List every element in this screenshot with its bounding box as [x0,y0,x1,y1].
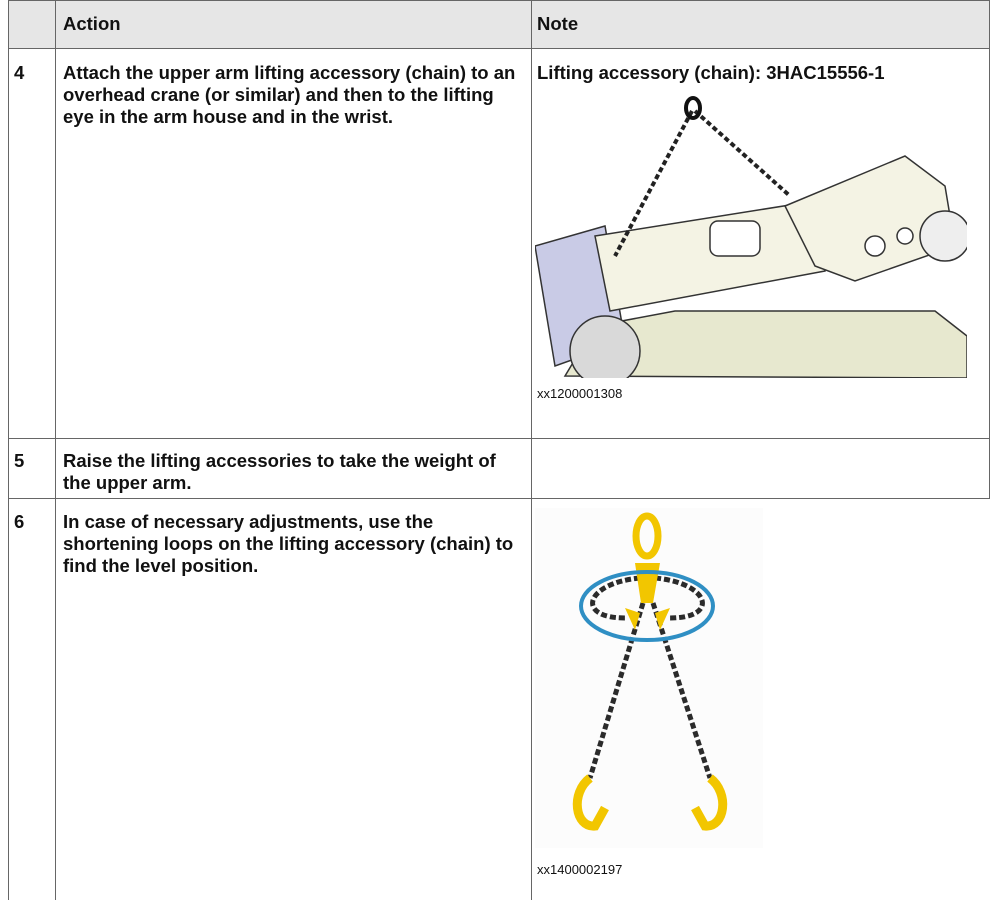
rule [8,0,9,900]
step-number: 4 [14,62,25,83]
figure-id: xx1400002197 [537,862,623,877]
action-text: Attach the upper arm lifting accessory (… [63,62,516,127]
chain-sling-photo [535,508,763,848]
rule [989,0,990,499]
rule [8,48,990,49]
rule [8,438,990,439]
note-text: Lifting accessory (chain): 3HAC15556-1 [537,62,885,83]
action-text: Raise the lifting accessories to take th… [63,450,496,493]
action-text: In case of necessary adjustments, use th… [63,511,514,576]
robot-arm-illustration [535,96,967,378]
header-background [8,0,990,48]
rule [531,0,532,900]
step-number: 5 [14,450,25,471]
header-action: Action [63,13,121,34]
rule [8,498,990,499]
step-number: 6 [14,511,25,532]
rule [8,0,990,1]
rule [55,0,56,900]
figure-id: xx1200001308 [537,386,623,401]
header-note: Note [537,13,579,34]
